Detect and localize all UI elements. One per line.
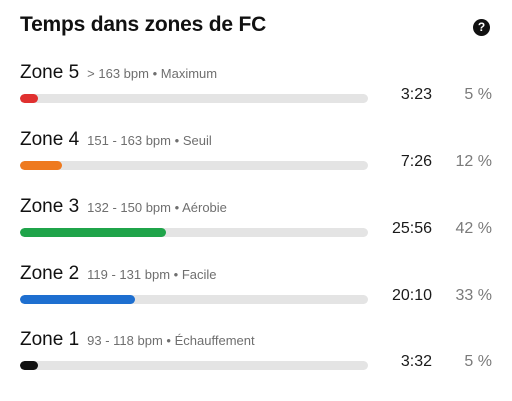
- zone-label: Aérobie: [182, 200, 227, 215]
- zone-separator: •: [166, 333, 171, 348]
- zone-percent: 33 %: [455, 287, 492, 304]
- zone-range: > 163 bpm: [87, 66, 149, 81]
- zone-separator: •: [173, 267, 179, 282]
- zone-range: 151 - 163 bpm: [87, 133, 171, 148]
- zone-progress-fill: [20, 161, 62, 170]
- zone-row-4: Zone 4 151 - 163 bpm • Seuil 7:26 12 %: [20, 129, 492, 179]
- zone-separator: •: [152, 66, 158, 81]
- zone-label: Facile: [181, 267, 217, 282]
- zone-progress-track: [20, 228, 368, 237]
- zone-name: Zone 4: [20, 129, 80, 150]
- zone-progress-fill: [20, 295, 135, 304]
- zone-label: Maximum: [160, 66, 218, 81]
- zone-separator: •: [174, 133, 180, 148]
- zone-row-1: Zone 1 93 - 118 bpm • Échauffement 3:32 5…: [20, 329, 492, 379]
- zone-progress-fill: [20, 94, 38, 103]
- zone-row-2: Zone 2 119 - 131 bpm • Facile 20:10 33 %: [20, 263, 492, 313]
- zone-name: Zone 3: [20, 196, 80, 217]
- zone-description: 119 - 131 bpm • Facile: [87, 267, 216, 282]
- zone-time: 3:23: [400, 86, 432, 103]
- zone-name: Zone 5: [20, 62, 80, 83]
- zone-time: 7:26: [400, 153, 432, 170]
- zone-range: 119 - 131 bpm: [87, 267, 171, 282]
- zone-range: 93 - 118 bpm: [87, 333, 163, 348]
- zone-label: Seuil: [182, 133, 212, 148]
- zone-progress-track: [20, 94, 368, 103]
- zone-time: 25:56: [391, 220, 432, 237]
- zone-percent: 5 %: [464, 86, 492, 103]
- zone-percent: 12 %: [455, 153, 492, 170]
- zone-description: 132 - 150 bpm • Aérobie: [87, 200, 227, 215]
- zone-progress-fill: [20, 361, 38, 370]
- zone-time: 20:10: [391, 287, 432, 304]
- zone-label: Échauffement: [174, 333, 255, 348]
- card-header: Temps dans zones de FC ?: [20, 13, 492, 43]
- question-circle-icon[interactable]: ?: [473, 19, 490, 36]
- zone-row-5: Zone 5 > 163 bpm • Maximum 3:23 5 %: [20, 62, 492, 112]
- zone-progress-track: [20, 361, 368, 370]
- zone-description: 151 - 163 bpm • Seuil: [87, 133, 212, 148]
- zone-progress-track: [20, 295, 368, 304]
- zone-progress-fill: [20, 228, 166, 237]
- zone-row-3: Zone 3 132 - 150 bpm • Aérobie 25:56 42 %: [20, 196, 492, 246]
- zone-time: 3:32: [400, 353, 432, 370]
- zone-progress-track: [20, 161, 368, 170]
- zone-name: Zone 1: [20, 329, 80, 350]
- zone-separator: •: [174, 200, 180, 215]
- zone-range: 132 - 150 bpm: [87, 200, 171, 215]
- zone-percent: 42 %: [455, 220, 492, 237]
- zone-description: 93 - 118 bpm • Échauffement: [87, 333, 254, 348]
- zone-percent: 5 %: [464, 353, 492, 370]
- card-title: Temps dans zones de FC: [20, 13, 267, 36]
- zone-name: Zone 2: [20, 263, 80, 284]
- zone-description: > 163 bpm • Maximum: [87, 66, 217, 81]
